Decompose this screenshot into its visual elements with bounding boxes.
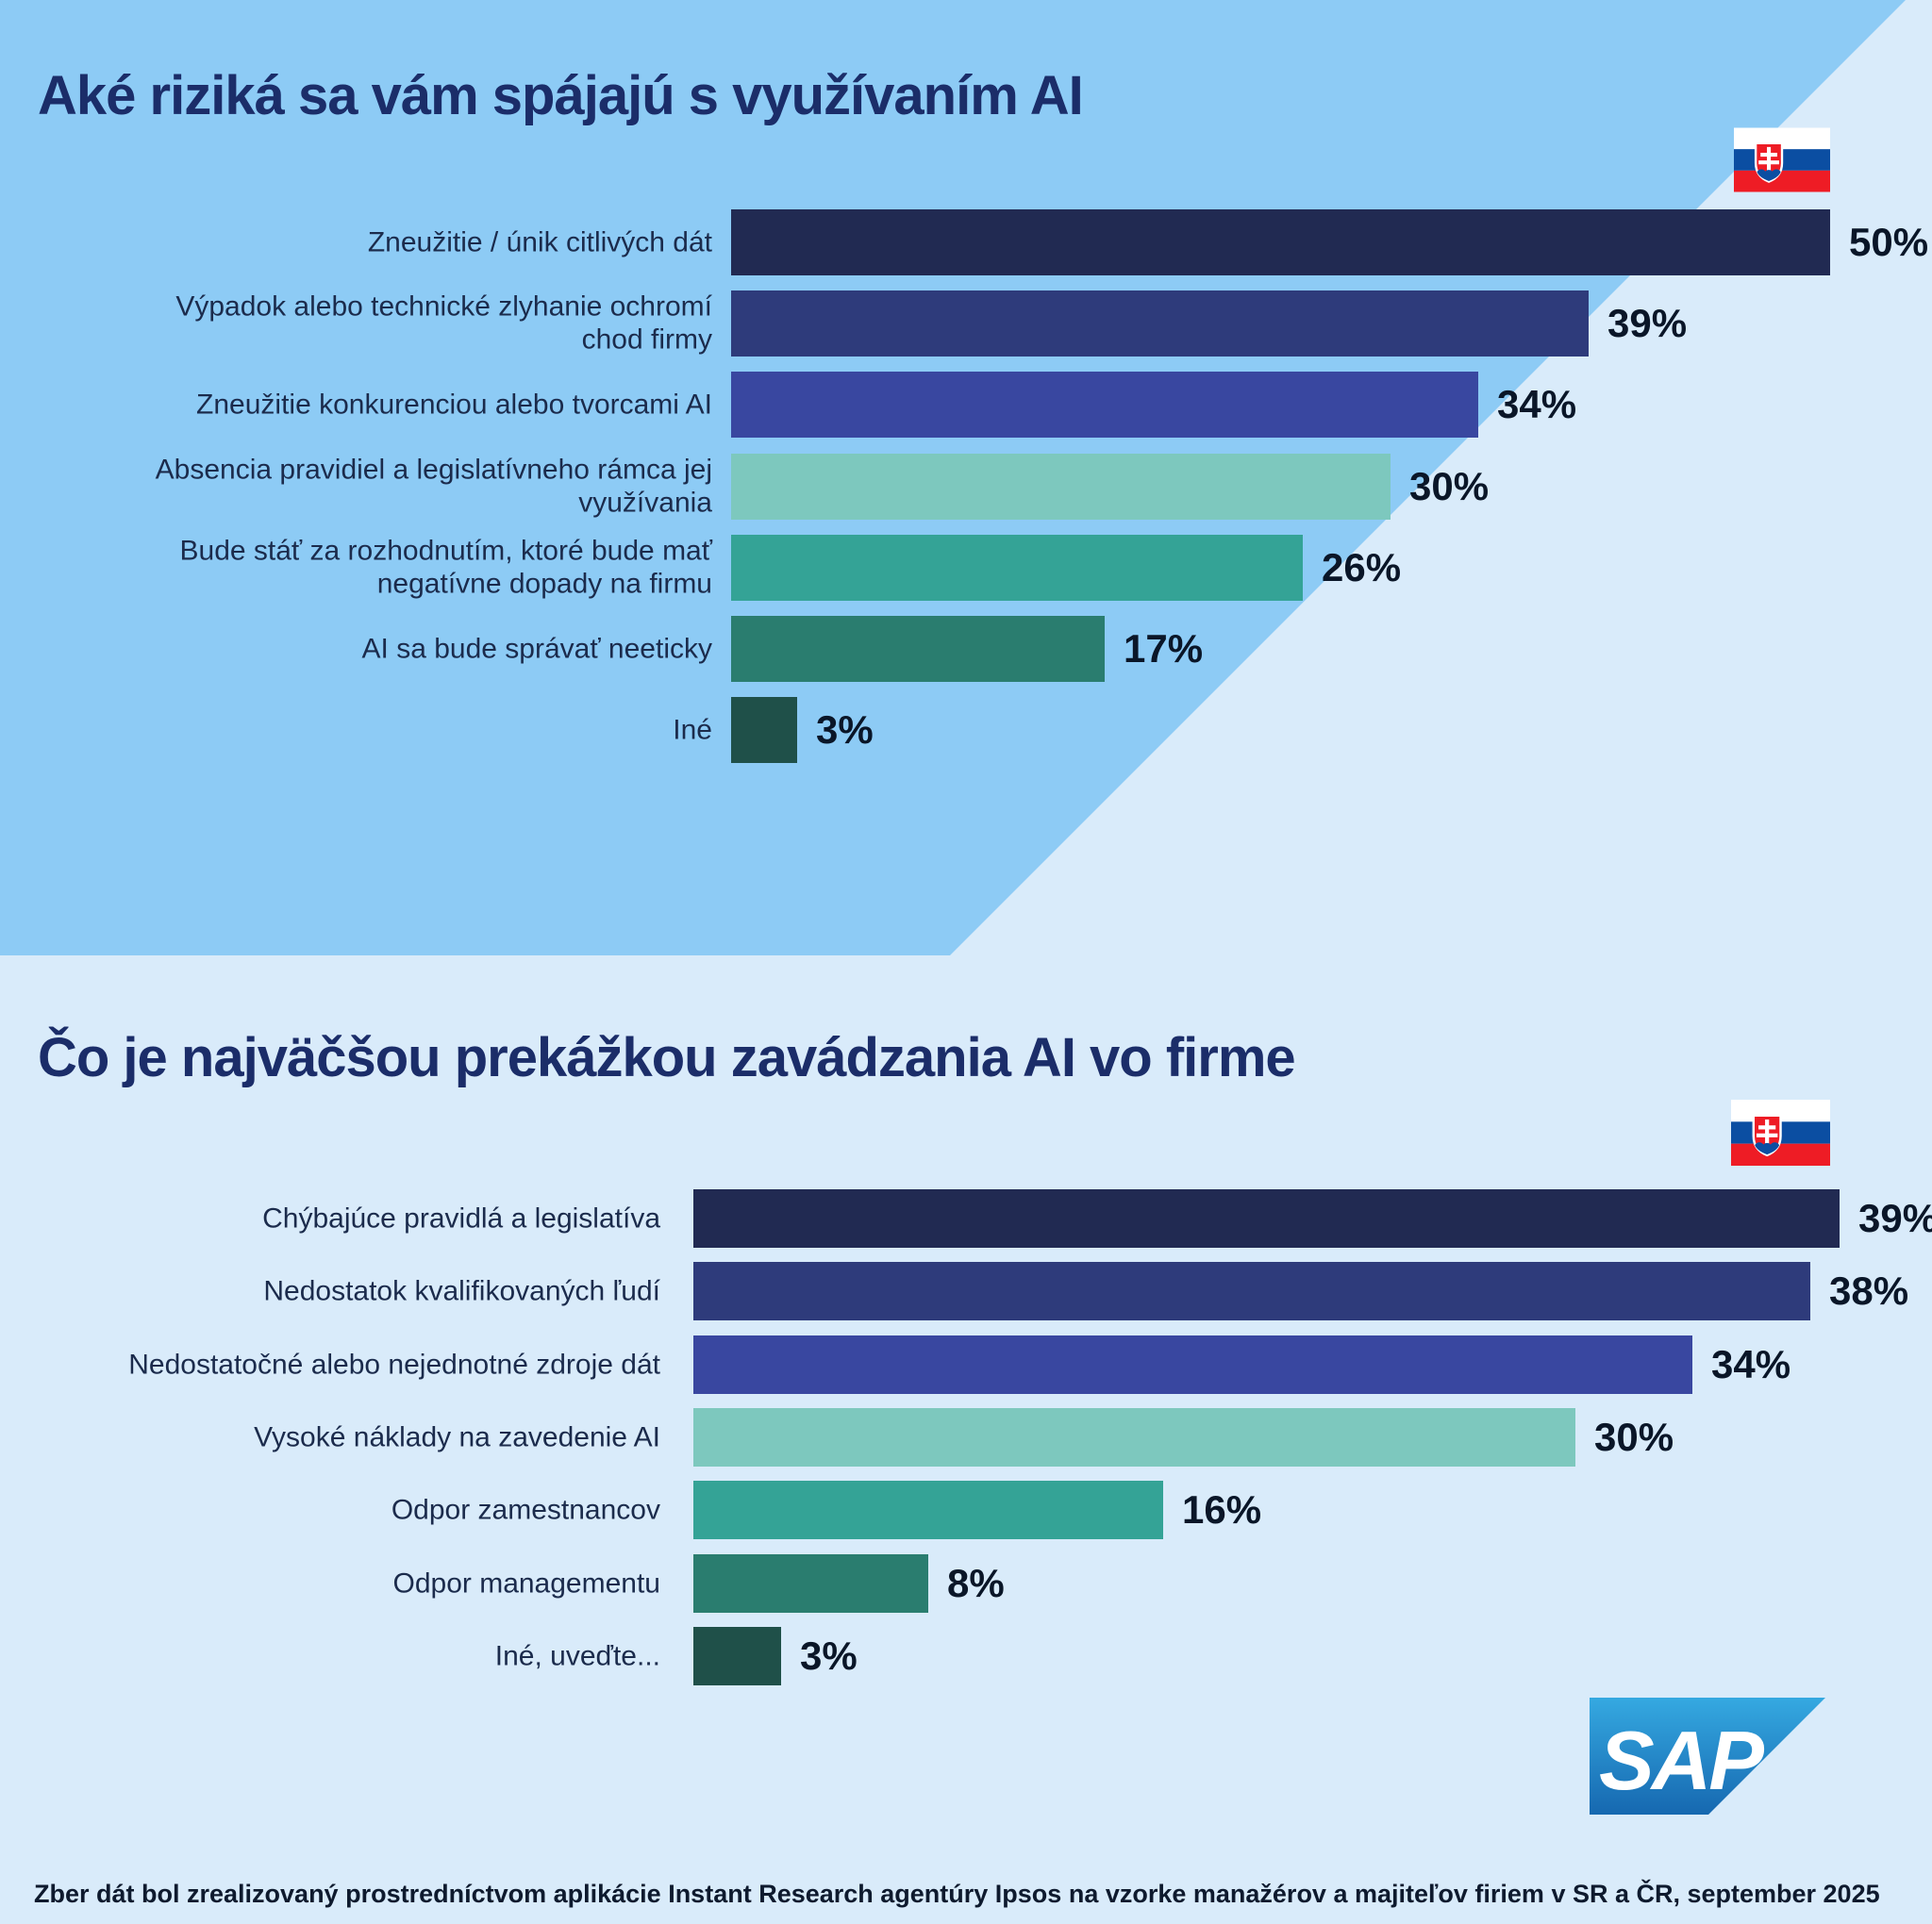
value-label: 26% (1322, 545, 1402, 589)
bar (731, 616, 1105, 682)
category-label: Chýbajúce pravidlá a legislatíva (262, 1202, 660, 1235)
bar (693, 1408, 1575, 1467)
value-label: 34% (1497, 382, 1577, 426)
value-label: 30% (1409, 464, 1490, 508)
sap-logo-text: SAP (1599, 1714, 1764, 1807)
value-label: 3% (800, 1634, 858, 1678)
footnote: Zber dát bol zrealizovaný prostredníctvo… (34, 1880, 1880, 1908)
value-label: 38% (1829, 1269, 1909, 1313)
slovakia-coat-of-arms (1754, 141, 1784, 183)
value-label: 34% (1711, 1342, 1791, 1386)
bar (693, 1262, 1810, 1320)
sap-logo: SAP (1590, 1698, 1825, 1815)
value-label: 8% (947, 1561, 1005, 1605)
value-label: 3% (816, 707, 874, 752)
chart1-title: Aké riziká sa vám spájajú s využívaním A… (38, 65, 1084, 126)
category-label: Iné, uveďte... (494, 1640, 660, 1672)
category-label: Výpadok alebo technické zlyhanie ochromí… (175, 290, 712, 356)
value-label: 50% (1849, 220, 1929, 264)
category-label: Odpor managementu (392, 1567, 660, 1600)
category-label: Bude stáť za rozhodnutím, ktoré bude mať… (179, 535, 712, 600)
value-label: 17% (1124, 626, 1204, 671)
bar (693, 1481, 1163, 1539)
bar (693, 1189, 1840, 1248)
value-label: 39% (1858, 1196, 1932, 1240)
category-label: Nedostatok kvalifikovaných ľudí (263, 1275, 660, 1307)
category-label: Zneužitie / únik citlivých dát (367, 226, 712, 258)
value-label: 16% (1182, 1487, 1262, 1532)
bar (731, 535, 1303, 601)
slovakia-flag-icon (1731, 1100, 1830, 1166)
bar (693, 1335, 1692, 1394)
bar (693, 1554, 928, 1613)
chart2-title: Čo je najväčšou prekážkou zavádzania AI … (38, 1027, 1296, 1088)
category-label: Vysoké náklady na zavedenie AI (254, 1421, 660, 1453)
slovakia-coat-of-arms (1752, 1114, 1782, 1157)
bar (731, 290, 1589, 357)
category-label: Odpor zamestnancov (391, 1494, 660, 1526)
value-label: 39% (1607, 301, 1688, 345)
bar (731, 697, 797, 763)
category-label: Iné (673, 714, 712, 746)
category-label: AI sa bude správať neeticky (361, 633, 712, 665)
category-label: Zneužitie konkurenciou alebo tvorcami AI (196, 389, 712, 421)
slovakia-flag-icon (1734, 127, 1830, 192)
bar (731, 209, 1830, 275)
category-label: Absencia pravidiel a legislatívneho rámc… (155, 454, 712, 519)
category-label: Nedostatočné alebo nejednotné zdroje dát (128, 1349, 660, 1381)
bar (731, 454, 1391, 520)
value-label: 30% (1594, 1415, 1674, 1459)
bar (731, 372, 1478, 438)
bar (693, 1627, 781, 1685)
